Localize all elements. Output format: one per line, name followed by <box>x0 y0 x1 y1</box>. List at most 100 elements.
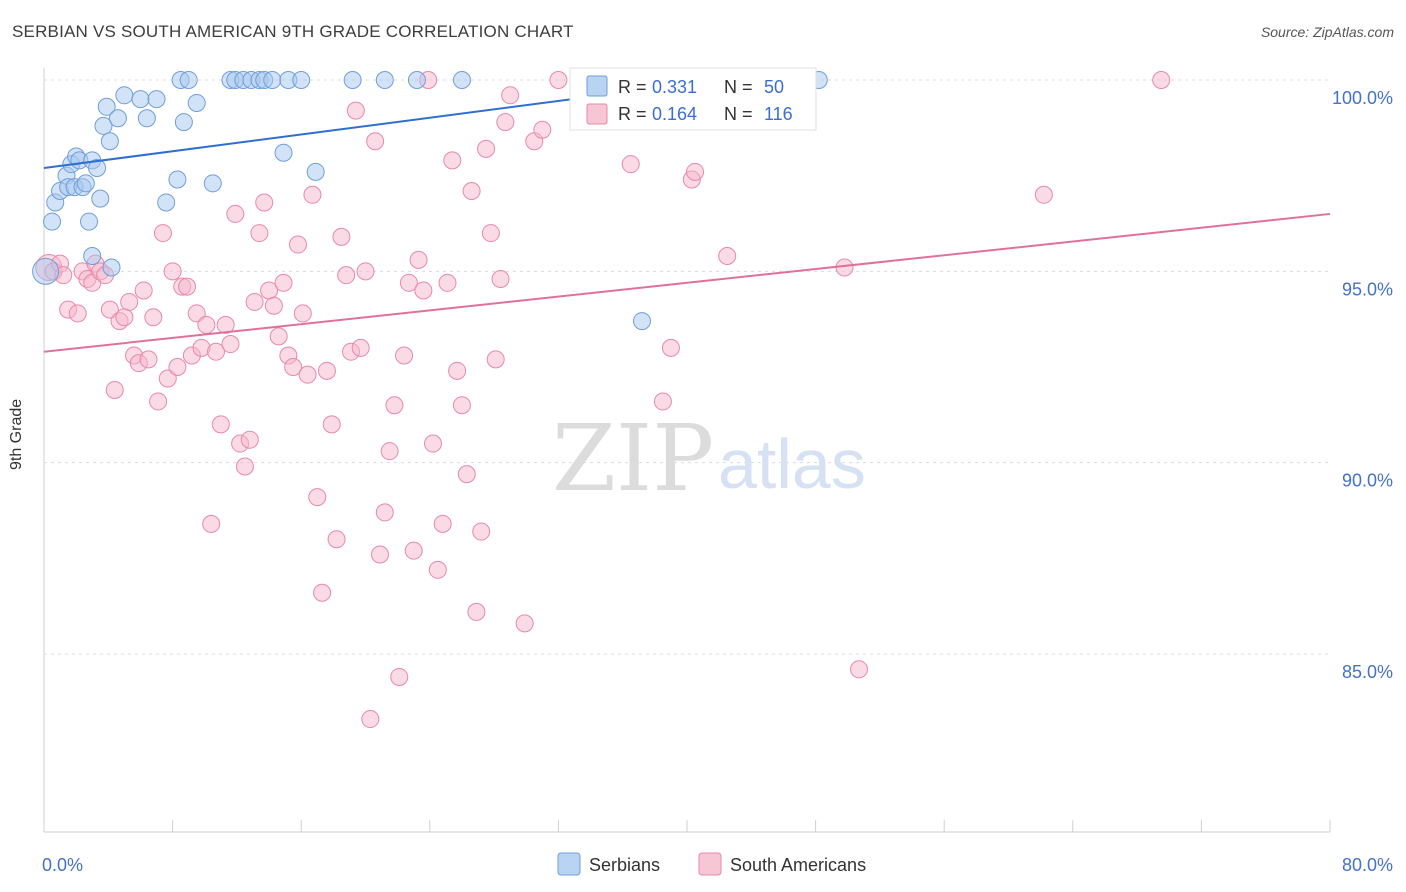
south-americans-point <box>438 273 457 292</box>
south-americans-point <box>216 315 235 334</box>
serbians-point <box>274 143 293 162</box>
serbians-points <box>32 71 828 331</box>
south-americans-point <box>187 304 206 323</box>
south-americans-point <box>370 545 389 564</box>
south-americans-point <box>284 358 303 376</box>
south-americans-point <box>293 304 312 323</box>
serbians-point <box>80 212 99 231</box>
south-americans-point <box>134 281 153 300</box>
grid-lines <box>44 79 1330 655</box>
south-americans-point <box>115 308 134 327</box>
legend-swatch-serbians <box>586 75 608 97</box>
south-americans-point <box>211 415 230 434</box>
south-americans-point <box>549 71 568 89</box>
south-americans-point <box>149 392 168 411</box>
south-americans-point <box>308 488 327 507</box>
serbians-point <box>187 93 206 112</box>
south-americans-point <box>515 614 534 633</box>
south-americans-point <box>178 277 197 296</box>
south-americans-point <box>303 185 322 204</box>
south-americans-point <box>250 224 269 243</box>
serbians-point <box>343 71 362 89</box>
serbians-point <box>76 174 95 193</box>
watermark-atlas: atlas <box>718 425 866 503</box>
south-americans-point <box>327 530 346 549</box>
serbians-point <box>94 116 113 135</box>
south-americans-point <box>375 503 394 522</box>
y-tick-labels: 100.0% 95.0% 90.0% 85.0% <box>1332 88 1393 682</box>
south-americans-point <box>168 358 187 376</box>
serbians-point <box>115 86 134 105</box>
serbians-point <box>168 170 187 189</box>
serbians-point <box>157 193 176 212</box>
south-americans-point <box>1152 71 1171 89</box>
south-americans-point <box>139 350 158 369</box>
south-americans-point <box>255 193 274 212</box>
south-americans-trend-line <box>43 212 1331 353</box>
serbians-point <box>108 109 127 128</box>
south-americans-point <box>448 361 467 380</box>
south-americans-point <box>245 292 264 311</box>
south-americans-point <box>467 602 486 621</box>
legend-n-label-south-americans: N = <box>724 104 753 124</box>
axes <box>43 68 1331 833</box>
serbians-point <box>43 212 62 231</box>
legend-n-value-serbians: 50 <box>764 77 784 97</box>
south-americans-point <box>202 514 221 533</box>
south-americans-point <box>433 514 452 533</box>
legend-n-label-serbians: N = <box>724 77 753 97</box>
serbians-point <box>102 258 121 277</box>
south-americans-point <box>361 710 380 729</box>
south-americans-point <box>533 120 552 139</box>
south-americans-point <box>144 308 163 327</box>
y-tick-label: 100.0% <box>1332 88 1393 108</box>
south-americans-point <box>385 396 404 415</box>
south-americans-point <box>443 151 462 170</box>
series-legend-swatch-south-americans <box>698 852 722 876</box>
correlation-legend-box <box>569 67 817 131</box>
serbians-point <box>100 132 119 151</box>
south-americans-point <box>207 342 226 361</box>
south-americans-point <box>399 273 418 292</box>
legend-r-label-south-americans: R = <box>618 104 647 124</box>
south-americans-point <box>317 361 336 380</box>
serbians-point <box>263 71 282 89</box>
south-americans-point <box>264 296 283 315</box>
south-americans-point <box>686 162 705 181</box>
legend-swatch-south-americans <box>586 103 608 125</box>
y-tick-label: 95.0% <box>1342 279 1393 299</box>
south-americans-point <box>462 181 481 200</box>
south-americans-point <box>105 380 124 399</box>
south-americans-point <box>457 465 476 484</box>
serbians-point <box>375 71 394 89</box>
south-americans-point <box>481 224 500 243</box>
south-americans-point <box>346 101 365 120</box>
serbians-point <box>292 71 311 89</box>
south-americans-point <box>452 396 471 415</box>
south-americans-point <box>496 113 515 132</box>
chart-title: SERBIAN VS SOUTH AMERICAN 9TH GRADE CORR… <box>12 22 574 41</box>
south-americans-point <box>486 350 505 369</box>
south-americans-point <box>850 660 869 679</box>
south-americans-point <box>221 335 240 354</box>
south-americans-point <box>428 560 447 579</box>
serbians-point <box>83 247 102 266</box>
south-americans-point <box>158 369 177 388</box>
serbians-point <box>32 257 60 285</box>
south-americans-point <box>477 139 496 158</box>
south-americans-point <box>226 204 245 223</box>
legend-n-value-south-americans: 116 <box>764 104 793 124</box>
south-americans-point <box>163 262 182 281</box>
south-americans-point <box>409 250 428 269</box>
watermark: ZIP atlas <box>552 405 866 512</box>
watermark-zip: ZIP <box>552 405 714 512</box>
south-americans-point <box>235 457 254 476</box>
south-americans-point <box>356 262 375 281</box>
south-americans-point <box>1034 185 1053 204</box>
legend-r-label-serbians: R = <box>618 77 647 97</box>
south-americans-point <box>653 392 672 411</box>
serbians-point <box>137 109 156 128</box>
south-americans-point <box>424 434 443 453</box>
series-legend-label-serbians: Serbians <box>589 855 660 875</box>
series-legend: Serbians South Americans <box>557 852 866 876</box>
